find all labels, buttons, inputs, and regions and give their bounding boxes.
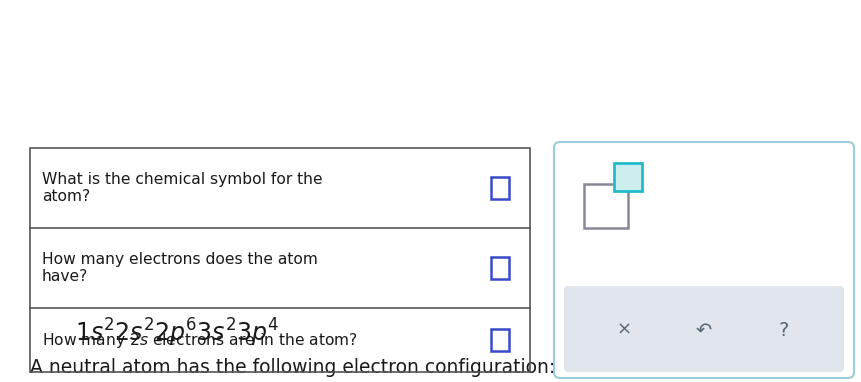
Text: ?: ? [779,320,790,340]
Bar [614,163,642,191]
Text: ×: × [616,321,632,339]
Text: How many electrons does the atom
have?: How many electrons does the atom have? [42,252,318,284]
FancyBboxPatch shape [564,286,844,372]
Bar [30,148,530,372]
Text: What is the chemical symbol for the
atom?: What is the chemical symbol for the atom… [42,172,323,204]
Bar [584,184,628,228]
Text: How many $2s$ electrons are in the atom?: How many $2s$ electrons are in the atom? [42,330,358,350]
Text: ↶: ↶ [696,320,712,340]
Bar [491,329,509,351]
FancyBboxPatch shape [554,142,854,378]
Text: A neutral atom has the following electron configuration:: A neutral atom has the following electro… [30,358,555,377]
Text: $1s^{2}2s^{2}2p^{6}3s^{2}3p^{4}$: $1s^{2}2s^{2}2p^{6}3s^{2}3p^{4}$ [75,317,279,349]
Bar [491,257,509,279]
Bar [491,177,509,199]
